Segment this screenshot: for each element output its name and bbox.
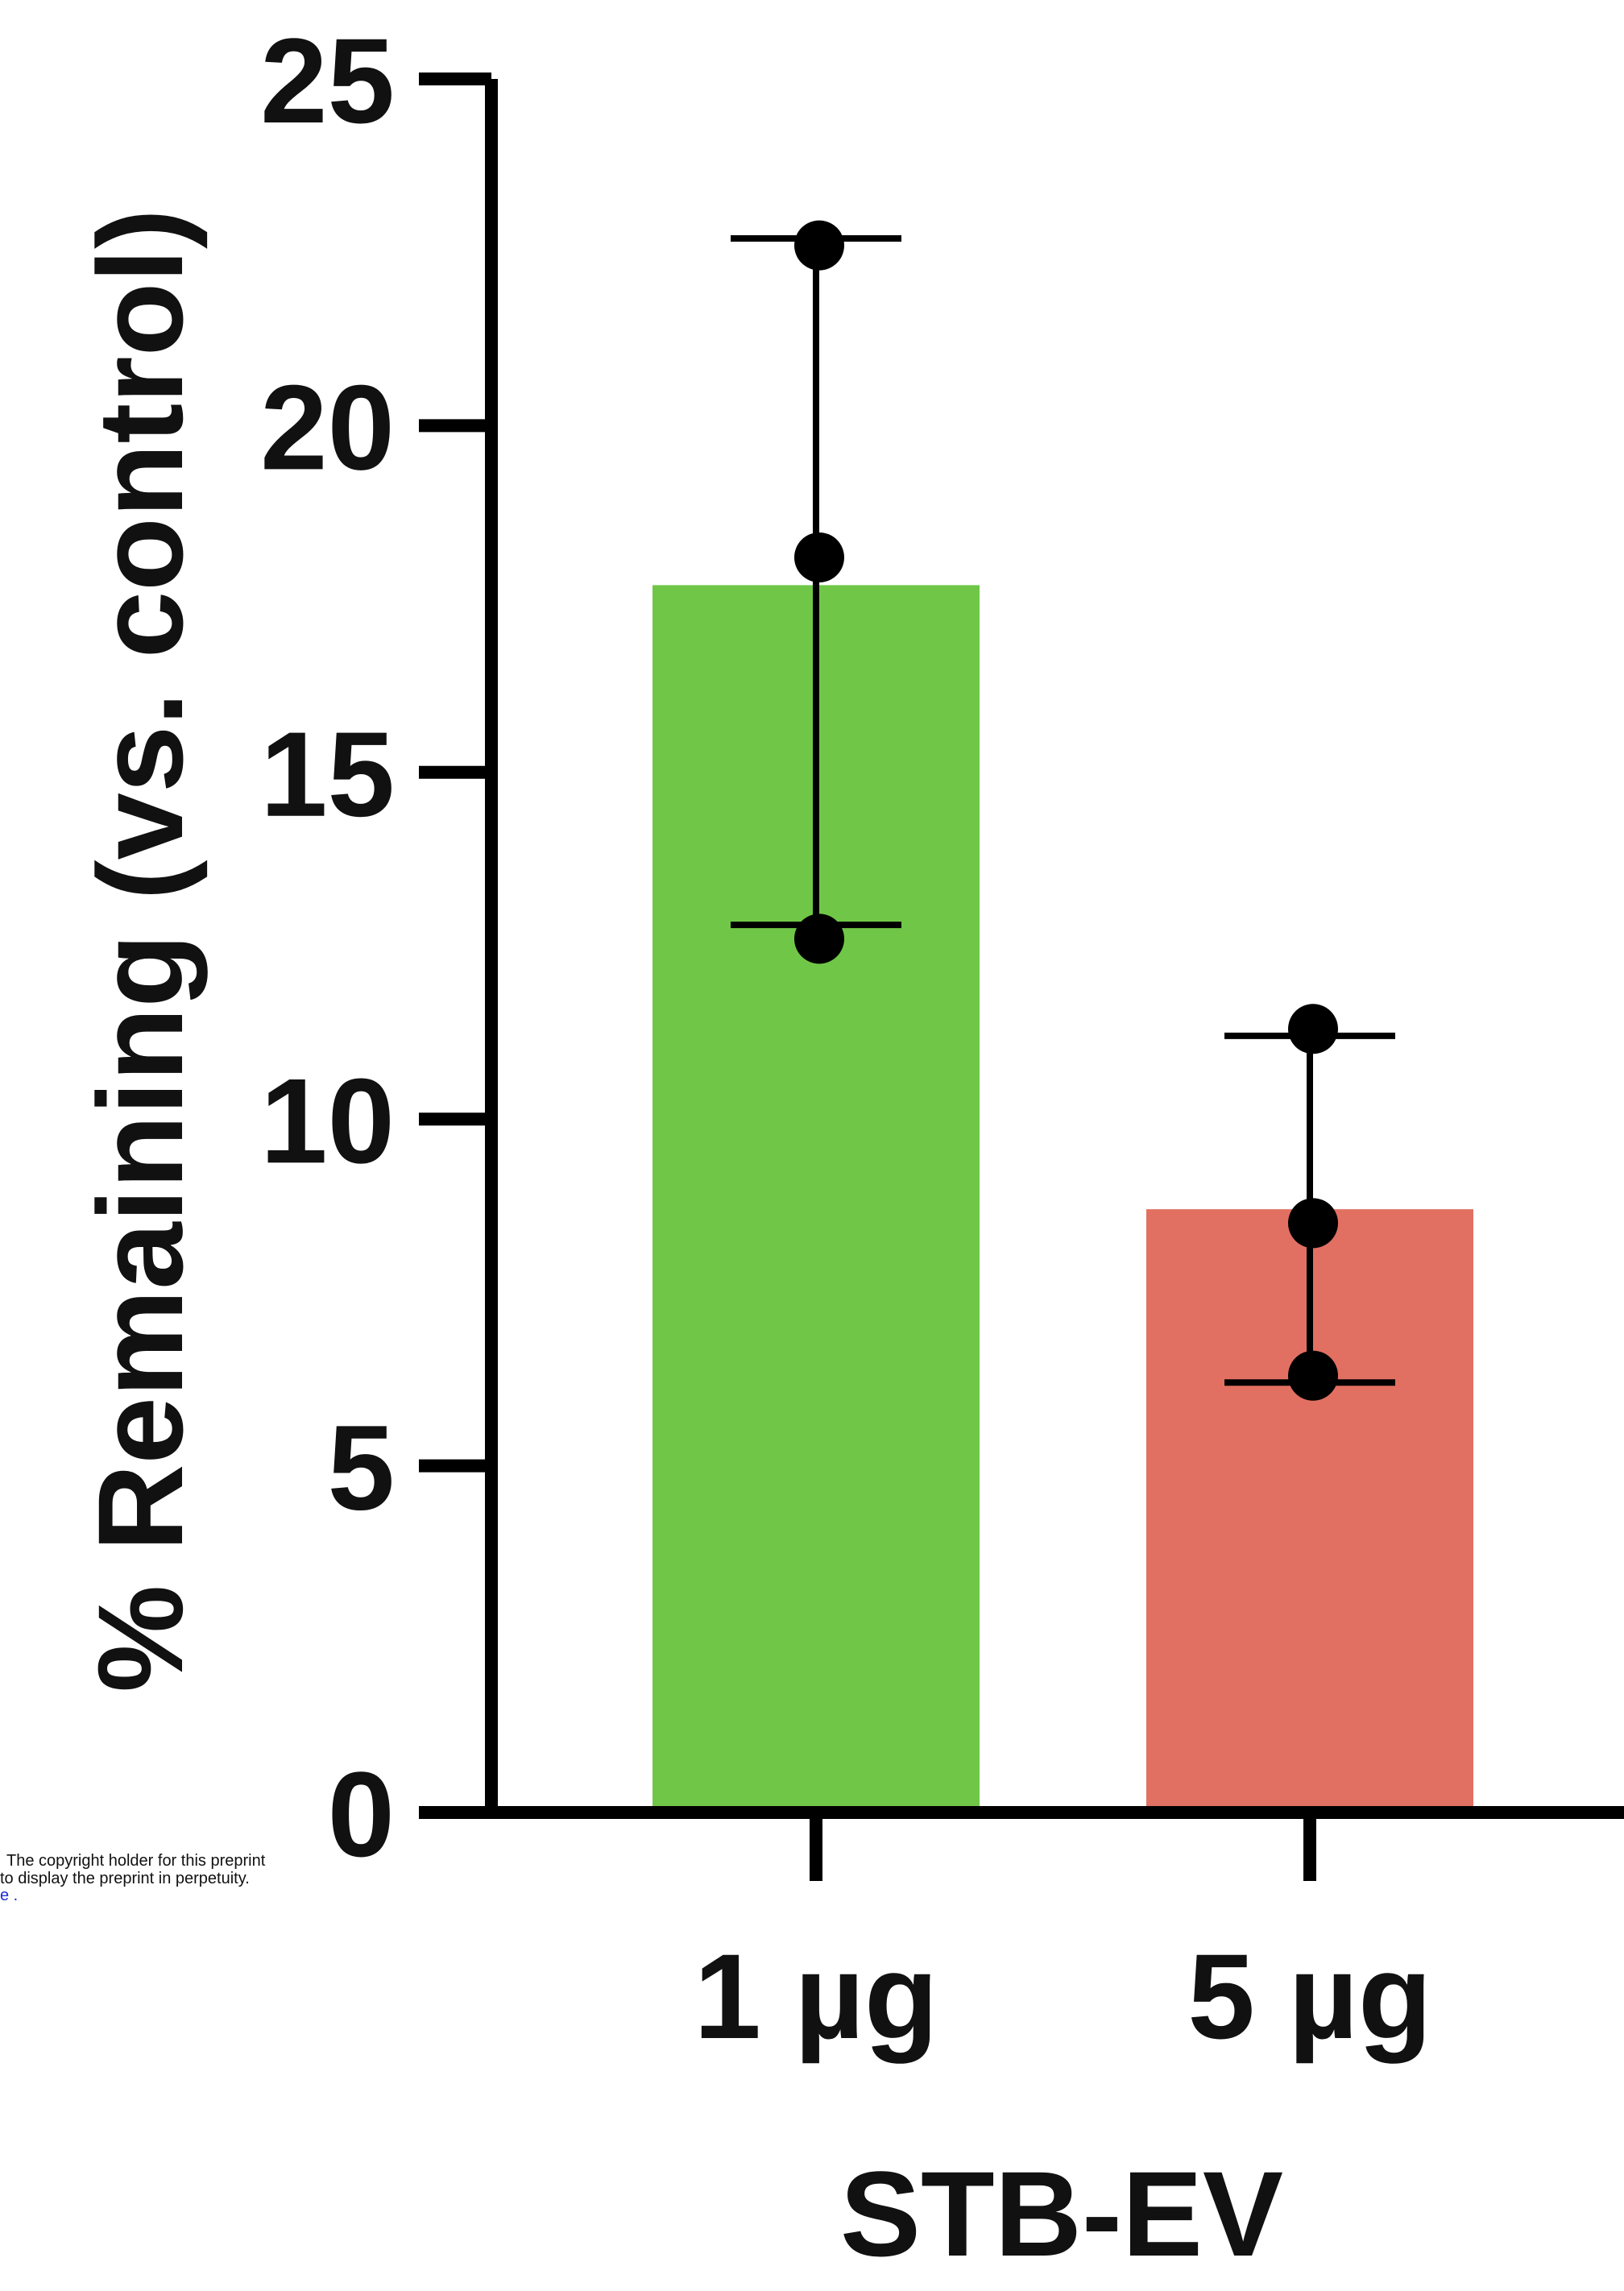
y-tick-label-5: 5	[328, 1400, 395, 1535]
y-tick-label-25: 25	[260, 13, 395, 148]
y-tick-label-20: 20	[260, 359, 395, 495]
data-point-1-1	[794, 220, 844, 271]
x-axis-title: STB-EV	[840, 2146, 1283, 2281]
y-tick-label-10: 10	[260, 1053, 395, 1188]
data-point-1-3	[794, 914, 844, 964]
data-point-2-3	[1288, 1350, 1338, 1401]
axes-layer	[419, 79, 1624, 1819]
data-point-2-1	[1288, 1004, 1338, 1054]
y-tick-label-15: 15	[260, 706, 395, 842]
preprint-notice-line-2: to display the preprint in perpetuity.	[0, 1870, 250, 1887]
y-axis-title: % Remaining (vs. control)	[72, 209, 208, 1692]
ticks-layer: 0 5 10 15 20 25 1 µg 5 µg	[260, 13, 1431, 2064]
preprint-notice-line-1: The copyright holder for this preprint	[6, 1852, 266, 1870]
data-point-1-2	[794, 532, 844, 582]
errors-layer	[731, 220, 1395, 1401]
x-category-label-1: 1 µg	[694, 1928, 938, 2064]
preprint-notice-link[interactable]: e .	[0, 1887, 19, 1904]
x-category-label-2: 5 µg	[1187, 1928, 1431, 2064]
y-tick-label-0: 0	[328, 1746, 395, 1882]
data-point-2-2	[1288, 1198, 1338, 1249]
bars-layer	[652, 585, 1473, 1812]
